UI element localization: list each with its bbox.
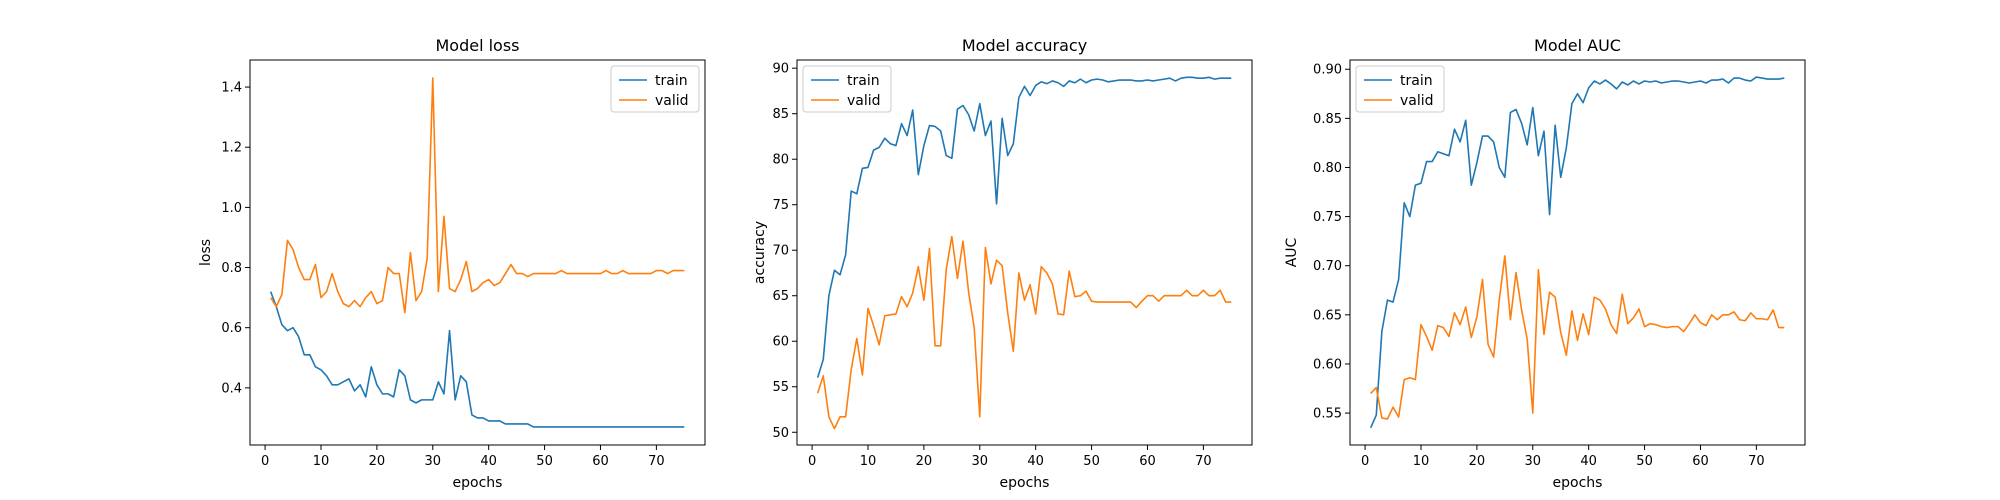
auc-chart-title: Model AUC [1534, 36, 1621, 55]
loss-x-tick-label: 40 [480, 454, 497, 469]
accuracy-ticks: 0 10 20 30 40 50 60 70 50 55 60 65 70 75 80 85 90 [772, 62, 1211, 469]
accuracy-lines [816, 76, 1232, 430]
loss-x-tick-label: 70 [648, 454, 665, 469]
loss-x-axis-label: epochs [453, 475, 503, 491]
accuracy-legend-train-label: train [847, 73, 880, 89]
accuracy-x-tick-label: 10 [860, 454, 877, 469]
loss-y-tick-label: 1.0 [221, 201, 242, 216]
auc-legend: train valid [1355, 65, 1445, 113]
auc-legend-valid-label: valid [1400, 93, 1434, 109]
loss-y-tick-label: 1.2 [221, 141, 242, 156]
auc-x-tick-label: 50 [1636, 454, 1653, 469]
loss-axes-frame [249, 59, 706, 446]
loss-legend: train valid [610, 65, 700, 113]
loss-x-tick-label: 20 [369, 454, 386, 469]
loss-chart-panel: Model loss epochs loss 0 10 20 30 40 50 60 70 0.… [198, 36, 706, 491]
auc-axes-frame [1349, 59, 1806, 446]
loss-y-tick-label: 0.8 [221, 261, 242, 276]
auc-series-train-line [1369, 76, 1785, 429]
accuracy-x-tick-label: 60 [1139, 454, 1156, 469]
loss-y-axis-label: loss [198, 239, 214, 266]
accuracy-x-tick-label: 40 [1027, 454, 1044, 469]
accuracy-y-tick-label: 60 [772, 335, 789, 350]
auc-y-axis-label: AUC [1284, 237, 1300, 267]
loss-chart-title: Model loss [435, 36, 519, 55]
auc-y-tick-label: 0.90 [1313, 63, 1342, 78]
accuracy-chart-title: Model accuracy [962, 36, 1087, 55]
accuracy-y-tick-label: 70 [772, 244, 789, 259]
loss-y-tick-label: 1.4 [221, 81, 242, 96]
loss-lines [269, 77, 685, 428]
loss-x-tick-label: 0 [261, 454, 269, 469]
accuracy-x-tick-label: 30 [972, 454, 989, 469]
accuracy-series-train-line [816, 76, 1232, 378]
accuracy-x-tick-label: 70 [1195, 454, 1212, 469]
auc-x-tick-label: 60 [1692, 454, 1709, 469]
accuracy-x-tick-label: 50 [1083, 454, 1100, 469]
accuracy-y-tick-label: 85 [772, 107, 789, 122]
accuracy-y-tick-label: 50 [772, 426, 789, 441]
loss-legend-valid-label: valid [655, 93, 689, 109]
auc-ticks: 0 10 20 30 40 50 60 70 0.55 0.60 0.65 0.70 0.75 0.80 0… [1313, 63, 1765, 469]
accuracy-y-tick-label: 90 [772, 62, 789, 77]
auc-y-tick-label: 0.75 [1313, 210, 1342, 225]
loss-x-tick-label: 50 [536, 454, 553, 469]
accuracy-legend-valid-label: valid [847, 93, 881, 109]
auc-x-tick-label: 10 [1413, 454, 1430, 469]
accuracy-legend: train valid [802, 65, 892, 113]
accuracy-y-axis-label: accuracy [752, 221, 768, 284]
auc-x-axis-label: epochs [1553, 475, 1603, 491]
loss-x-tick-label: 60 [592, 454, 609, 469]
accuracy-series-valid-line [816, 235, 1232, 430]
accuracy-y-tick-label: 55 [772, 380, 789, 395]
auc-legend-train-label: train [1400, 73, 1433, 89]
loss-series-train-line [269, 291, 685, 428]
auc-lines [1369, 76, 1785, 429]
loss-y-tick-label: 0.6 [221, 321, 242, 336]
auc-y-tick-label: 0.55 [1313, 407, 1342, 422]
auc-y-tick-label: 0.70 [1313, 259, 1342, 274]
auc-y-tick-label: 0.80 [1313, 161, 1342, 176]
auc-y-tick-label: 0.85 [1313, 112, 1342, 127]
loss-series-valid-line [269, 77, 685, 314]
loss-x-tick-label: 10 [313, 454, 330, 469]
auc-series-valid-line [1370, 255, 1785, 420]
accuracy-x-tick-label: 0 [808, 454, 816, 469]
accuracy-y-tick-label: 65 [772, 289, 789, 304]
accuracy-axes-frame [796, 59, 1253, 446]
loss-legend-train-label: train [655, 73, 688, 89]
auc-x-tick-label: 40 [1580, 454, 1597, 469]
auc-chart-panel: Model AUC epochs AUC 0 10 20 30 40 50 60 70 0.55… [1284, 36, 1806, 491]
auc-x-tick-label: 0 [1361, 454, 1369, 469]
accuracy-x-tick-label: 20 [916, 454, 933, 469]
auc-y-tick-label: 0.60 [1313, 357, 1342, 372]
auc-x-tick-label: 70 [1748, 454, 1765, 469]
loss-y-tick-label: 0.4 [221, 381, 242, 396]
accuracy-chart-panel: Model accuracy epochs accuracy 0 10 20 30 40… [752, 36, 1253, 491]
accuracy-y-tick-label: 75 [772, 198, 789, 213]
loss-ticks: 0 10 20 30 40 50 60 70 0.4 0.6 0.8 1.0 1.2 1.4 [221, 81, 664, 469]
auc-x-tick-label: 30 [1525, 454, 1542, 469]
loss-x-tick-label: 30 [425, 454, 442, 469]
auc-x-tick-label: 20 [1469, 454, 1486, 469]
accuracy-x-axis-label: epochs [1000, 475, 1050, 491]
auc-y-tick-label: 0.65 [1313, 308, 1342, 323]
accuracy-y-tick-label: 80 [772, 153, 789, 168]
